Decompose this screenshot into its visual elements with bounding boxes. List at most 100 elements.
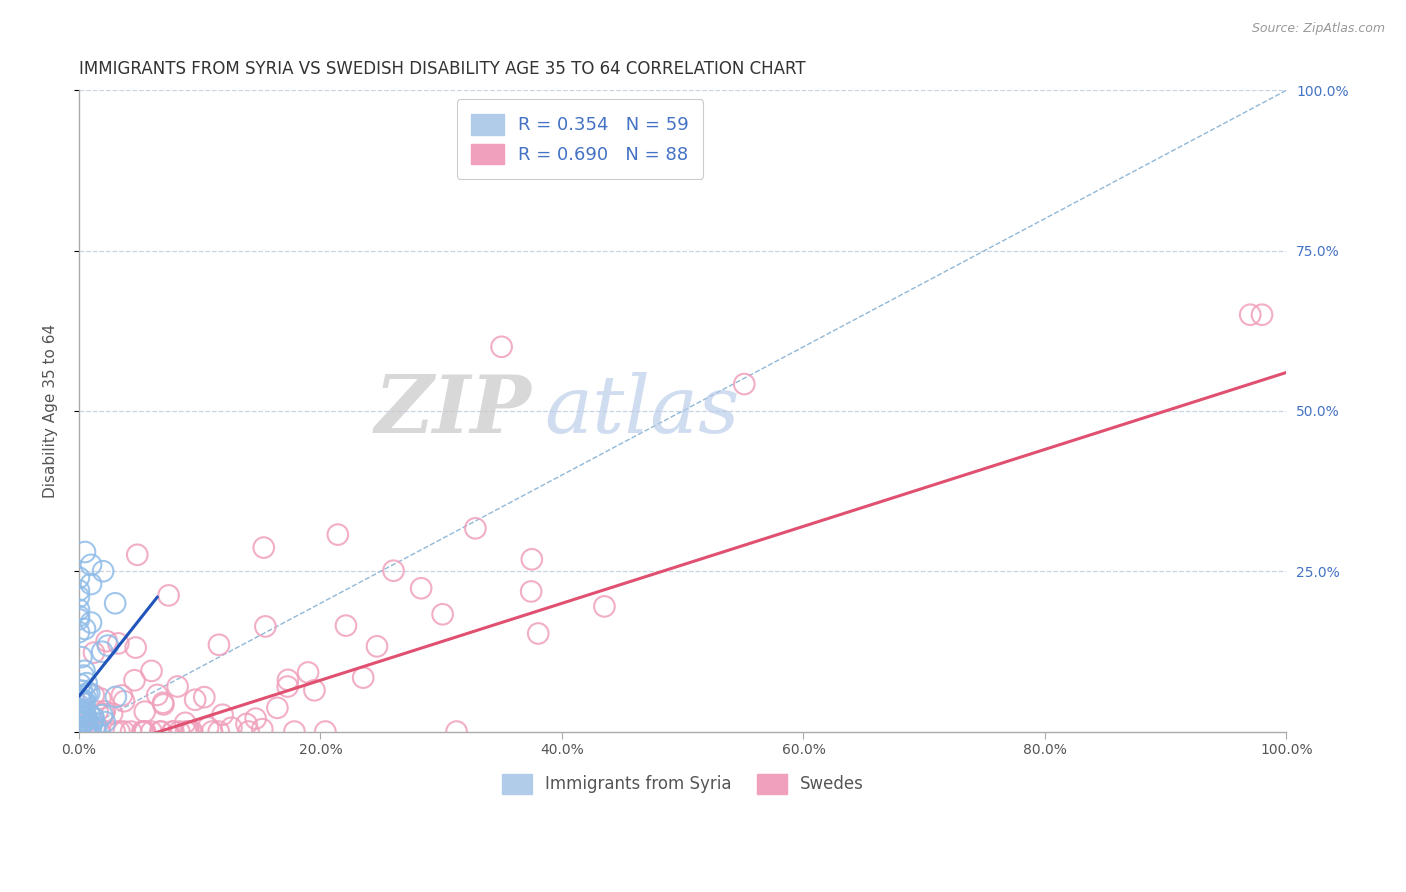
Point [73,724,96,739]
Point [108,724,131,739]
Point [111,689,134,703]
Point [73,724,96,739]
Point [80,615,103,630]
Point [67,571,90,585]
Point [134,705,156,719]
Text: Source: ZipAtlas.com: Source: ZipAtlas.com [1251,22,1385,36]
Point [127,548,149,562]
Point [93,706,115,721]
Point [82,711,104,725]
Point [277,680,299,694]
Point [174,724,197,739]
Point [107,636,129,650]
Point [75,711,97,725]
Point [73,690,96,704]
Point [69,706,91,720]
Point [70,707,93,722]
Point [89,724,111,739]
Point [91,645,114,659]
Point [283,724,305,739]
Point [93,704,115,718]
Point [432,607,454,622]
Point [208,638,231,652]
Point [131,724,153,739]
Point [174,715,197,730]
Point [67,612,90,626]
Point [73,696,96,710]
Point [593,599,616,614]
Point [70,694,93,708]
Point [177,724,200,739]
Point [72,717,94,731]
Point [112,694,135,708]
Point [72,715,94,730]
Point [104,724,127,739]
Point [326,527,349,541]
Point [75,714,97,729]
Point [254,619,277,633]
Point [86,705,108,719]
Point [304,683,326,698]
Point [235,717,257,731]
Point [152,698,174,712]
Point [69,692,91,706]
Point [297,665,319,680]
Point [208,724,231,739]
Point [80,558,103,572]
Point [72,668,94,682]
Point [67,583,90,598]
Y-axis label: Disability Age 35 to 64: Disability Age 35 to 64 [44,324,58,498]
Point [75,721,97,735]
Point [73,545,96,559]
Point [527,626,550,640]
Point [112,724,135,739]
Point [73,664,96,678]
Point [141,664,163,678]
Point [134,724,156,739]
Point [146,688,169,702]
Point [73,723,96,738]
Point [382,564,405,578]
Point [162,724,184,739]
Point [70,650,93,665]
Point [82,715,104,730]
Point [252,722,274,736]
Point [67,609,90,624]
Point [124,673,146,688]
Point [89,691,111,706]
Point [132,724,155,739]
Point [73,706,96,720]
Point [80,577,103,591]
Point [1239,308,1261,322]
Point [97,639,120,653]
Point [179,724,201,739]
Point [149,724,172,739]
Point [150,724,173,739]
Point [67,590,90,604]
Point [70,724,93,739]
Point [70,706,93,720]
Point [181,724,204,739]
Point [83,688,105,702]
Point [197,721,219,735]
Point [69,677,91,691]
Point [201,724,224,739]
Point [352,671,374,685]
Point [104,596,127,610]
Point [73,622,96,636]
Point [141,724,163,739]
Point [120,724,142,739]
Point [70,695,93,709]
Point [446,724,468,739]
Point [157,588,180,602]
Point [72,693,94,707]
Point [80,719,103,733]
Point [245,712,267,726]
Point [72,714,94,728]
Point [169,724,191,739]
Point [184,692,207,706]
Point [221,721,243,735]
Point [76,717,98,731]
Point [75,724,97,739]
Point [79,724,101,739]
